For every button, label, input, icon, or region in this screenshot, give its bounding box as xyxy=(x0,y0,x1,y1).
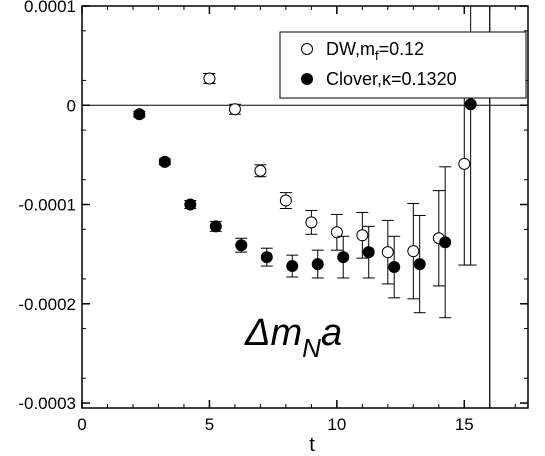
data-point-clover xyxy=(464,98,477,111)
data-point-dw xyxy=(279,194,292,207)
data-point-clover xyxy=(413,258,426,271)
data-point-clover xyxy=(311,258,324,271)
x-axis-title: t xyxy=(309,434,315,456)
y-tick-label: -0.0001 xyxy=(18,196,76,215)
legend-label-dw: DW,mf=0.12 xyxy=(326,39,424,63)
x-tick-label: 0 xyxy=(77,415,86,434)
y-tick-label: -0.0003 xyxy=(18,394,76,413)
data-point-clover xyxy=(260,251,273,264)
annotation-delta-mn-a: ΔmNa xyxy=(244,312,342,363)
legend-label-clover: Clover,κ=0.1320 xyxy=(326,69,457,89)
data-point-dw xyxy=(305,216,318,229)
legend: DW,mf=0.12 Clover,κ=0.1320 xyxy=(279,31,527,99)
data-point-clover xyxy=(133,108,146,121)
data-point-clover xyxy=(388,261,401,274)
axis-ticks: 0 5 10 15 0.0001 0 -0.0001 -0.0002 -0.0003 xyxy=(18,0,528,434)
x-tick-label: 5 xyxy=(205,415,214,434)
annotation-subscript: N xyxy=(302,333,321,363)
data-point-clover xyxy=(235,239,248,252)
data-point-dw xyxy=(381,246,394,259)
data-point-dw xyxy=(407,245,420,258)
x-tick-label: 10 xyxy=(327,415,346,434)
data-point-clover xyxy=(286,260,299,273)
data-point-dw xyxy=(203,72,216,85)
legend-box xyxy=(279,31,527,99)
y-tick-label: -0.0002 xyxy=(18,295,76,314)
data-point-clover xyxy=(184,198,197,211)
plot-frame xyxy=(81,5,529,409)
data-point-clover xyxy=(362,246,375,259)
data-point-dw xyxy=(330,226,343,239)
legend-marker-clover xyxy=(301,73,313,85)
data-point-dw xyxy=(356,229,369,242)
data-point-dw xyxy=(254,164,267,177)
legend-label-dw-subscript: f xyxy=(375,48,379,63)
data-point-clover xyxy=(209,220,222,233)
y-tick-label: 0 xyxy=(67,96,76,115)
legend-label-dw-tail: =0.12 xyxy=(379,39,425,59)
data-point-dw xyxy=(458,157,471,170)
data-point-clover xyxy=(337,251,350,264)
legend-marker-dw xyxy=(301,43,313,55)
annotation-tail: a xyxy=(321,312,342,354)
data-point-clover xyxy=(439,236,452,249)
data-point-dw xyxy=(228,103,241,116)
y-tick-label: 0.0001 xyxy=(24,0,76,16)
x-tick-label: 15 xyxy=(455,415,474,434)
data-point-clover xyxy=(158,155,171,168)
